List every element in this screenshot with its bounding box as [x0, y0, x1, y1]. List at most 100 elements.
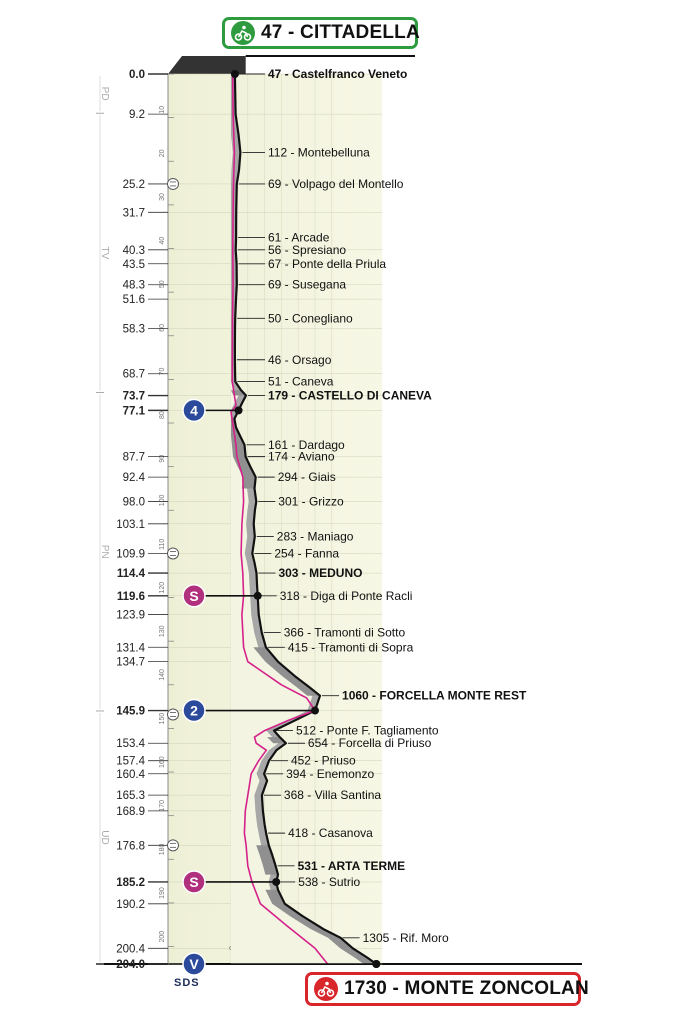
distance-tick-label: 140 — [159, 669, 166, 681]
sds-label: SDS — [174, 977, 200, 989]
km-label: 168.9 — [116, 806, 145, 818]
km-label: 40.3 — [123, 245, 145, 257]
waypoint-dot — [234, 406, 243, 415]
km-label: 157.4 — [116, 756, 145, 768]
badge-text: 4 — [190, 402, 198, 418]
distance-tick-label: 180 — [159, 844, 166, 856]
distance-tick-label: 40 — [159, 237, 166, 245]
km-label: 119.6 — [117, 591, 145, 603]
waypoint-label: 303 - MEDUNO — [278, 566, 362, 580]
refreshment-icon — [167, 839, 179, 852]
waypoint-label: 415 - Tramonti di Sopra — [288, 640, 414, 654]
distance-tick-label: 60 — [159, 324, 166, 332]
km-label: 68.7 — [123, 369, 145, 381]
cyclist-finish-icon — [314, 977, 338, 1001]
waypoint-label: 394 - Enemonzo — [286, 767, 374, 781]
climb-segment — [256, 845, 278, 875]
km-label: 134.7 — [116, 657, 145, 669]
profile-inner-area — [231, 74, 377, 964]
km-label: 131.4 — [116, 642, 145, 654]
distance-tick-label: 50 — [159, 280, 166, 288]
km-label: 160.4 — [116, 769, 145, 781]
chart-background — [168, 74, 383, 964]
badge-text: 2 — [190, 703, 198, 719]
km-label: 43.5 — [123, 259, 145, 271]
distance-tick-label: 30 — [159, 193, 166, 201]
distance-tick-label: 10 — [159, 106, 166, 114]
waypoint-dot — [253, 591, 262, 600]
start-badge: 47 - CITTADELLA — [222, 17, 420, 49]
waypoint-label: 531 - ARTA TERME — [298, 859, 406, 873]
distance-tick-label: 110 — [159, 539, 166, 550]
cyclist-start-icon — [231, 21, 255, 45]
distance-tick-label: 120 — [159, 582, 166, 594]
distance-tick-label: 80 — [159, 411, 166, 419]
waypoint-label: 51 - Caneva — [268, 375, 334, 389]
waypoint-label: 294 - Giais — [278, 470, 336, 484]
distance-tick-label: 200 — [159, 931, 166, 943]
distance-tick-label: 150 — [159, 713, 166, 725]
waypoint-label: 174 - Aviano — [268, 450, 335, 464]
profile-line — [233, 73, 377, 965]
waypoint-label: 418 - Casanova — [288, 826, 373, 840]
route-line — [230, 73, 329, 965]
km-label: 145.9 — [116, 706, 145, 718]
km-label: 176.8 — [116, 840, 145, 852]
finish-label: 1730 - MONTE ZONCOLAN — [344, 978, 589, 999]
km-label: 73.7 — [123, 391, 145, 403]
badge-text: S — [189, 874, 198, 890]
waypoint-label: 161 - Dardago — [268, 438, 345, 452]
km-label: 200.4 — [116, 943, 145, 955]
distance-tick-label: 90 — [159, 455, 166, 463]
finish-category-badge — [182, 952, 206, 976]
start-label: 47 - CITTADELLA — [261, 22, 420, 43]
km-label: 48.3 — [123, 280, 145, 292]
km-label: 98.0 — [123, 497, 145, 509]
climb-category-badge — [182, 398, 206, 423]
km-label: 114.4 — [117, 568, 146, 580]
province-label: UD — [99, 830, 110, 844]
km-label: 165.3 — [116, 790, 145, 802]
km-label: 153.4 — [116, 738, 145, 750]
start-ramp — [168, 56, 246, 74]
climb-segment — [231, 418, 256, 489]
distance-tick-label: 70 — [159, 367, 166, 375]
refreshment-icon — [167, 708, 179, 721]
waypoint-label: 368 - Villa Santina — [284, 788, 382, 802]
waypoint-label: 112 - Montebelluna — [268, 146, 370, 160]
km-label: 87.7 — [123, 452, 145, 464]
km-label: 190.2 — [116, 899, 145, 911]
km-label: 185.2 — [116, 877, 145, 889]
waypoint-label: 512 - Ponte F. Tagliamento — [296, 724, 439, 738]
waypoint-label: 179 - CASTELLO DI CANEVA — [268, 389, 432, 403]
waypoint-label: 46 - Orsago — [268, 353, 332, 367]
distance-tick-label: 20 — [159, 149, 166, 157]
km-label: 204.0 — [116, 959, 145, 971]
province-label: PD — [99, 87, 110, 101]
waypoint-label: 50 - Conegliano — [268, 311, 353, 325]
km-label: 103.1 — [116, 519, 145, 531]
waypoint-label: 47 - Castelfranco Veneto — [268, 67, 407, 81]
km-label: 51.6 — [123, 294, 145, 306]
waypoint-label: 67 - Ponte della Priula — [268, 257, 386, 271]
badge-text: V — [189, 956, 199, 972]
km-label: 25.2 — [123, 179, 145, 191]
distance-tick-label: 160 — [159, 756, 166, 768]
waypoint-dot — [311, 706, 319, 715]
km-label: 77.1 — [123, 405, 146, 417]
distance-tick-label: 190 — [159, 887, 166, 899]
waypoint-label: 366 - Tramonti di Sotto — [284, 625, 406, 639]
waypoint-label: 254 - Fanna — [274, 546, 339, 560]
time-check-icon — [167, 177, 179, 190]
waypoint-label: 452 - Priuso — [291, 754, 356, 768]
km-label: 31.7 — [123, 207, 145, 219]
sprint-badge — [182, 870, 206, 894]
badge-text: S — [189, 588, 198, 604]
waypoint-label: 69 - Volpago del Montello — [268, 177, 404, 191]
waypoint-label: 69 - Susegana — [268, 278, 346, 292]
province-label: TV — [99, 246, 110, 259]
finish-badge: 1730 - MONTE ZONCOLAN — [305, 972, 589, 1006]
waypoint-label: 301 - Grizzo — [278, 495, 344, 509]
